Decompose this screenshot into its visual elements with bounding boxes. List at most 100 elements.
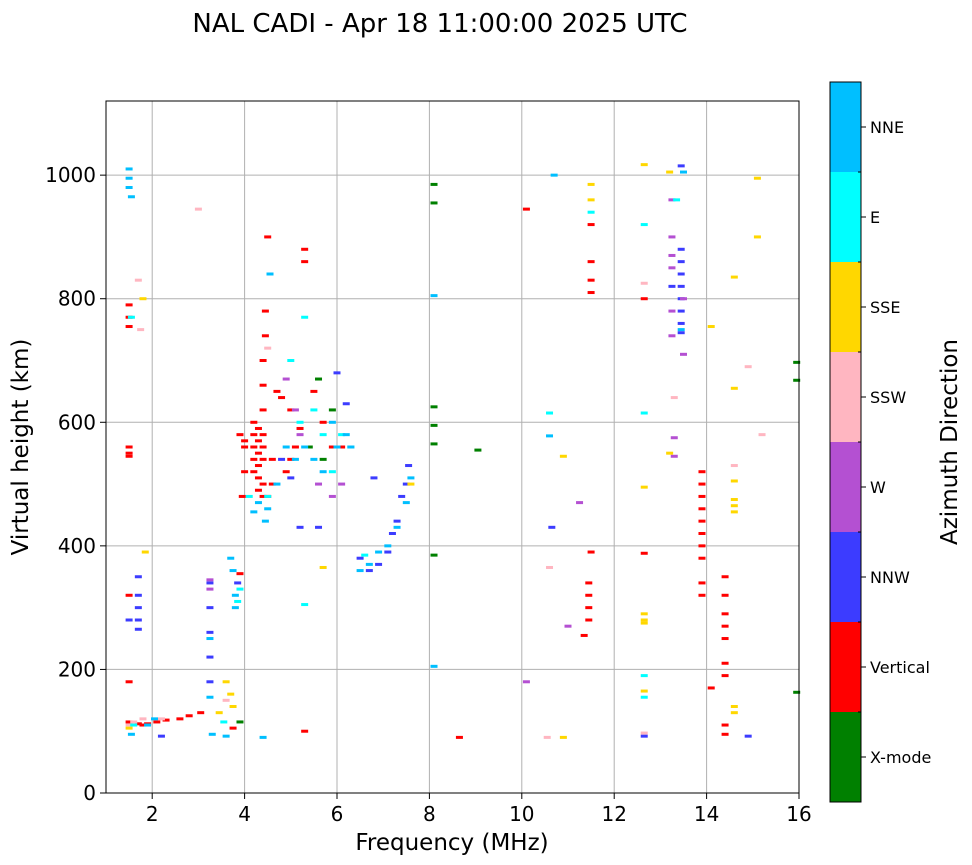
data-point [234,581,242,585]
data-point [229,569,237,573]
data-point [640,297,648,301]
data-point [236,587,244,591]
data-point [721,723,729,727]
data-point [282,377,290,381]
colorbar-swatch [830,622,861,712]
data-point [236,433,244,437]
data-point [587,210,595,214]
data-point [730,479,738,483]
grid-lines [106,101,800,794]
x-tick-label: 12 [601,802,626,826]
data-point [430,182,438,186]
data-point [338,445,346,449]
colorbar-label: X-mode [870,748,931,767]
data-point [668,284,676,288]
data-point [241,439,249,443]
data-point [721,661,729,665]
data-point [388,532,396,535]
x-tick-label: 6 [331,802,344,826]
data-point [730,464,738,468]
data-point [287,476,295,480]
data-point [206,680,214,684]
data-point [254,464,262,468]
data-point [707,325,715,329]
data-point [125,445,133,449]
data-point [587,198,595,202]
data-point [698,556,706,560]
data-point [585,606,593,610]
data-point [125,325,133,329]
data-point [319,433,327,437]
data-point [430,442,438,446]
data-point [640,223,648,227]
data-point [134,575,142,579]
data-point [127,195,135,199]
x-tick-label: 2 [146,802,159,826]
data-point [430,201,438,205]
data-point [259,735,267,739]
data-point [250,470,258,474]
data-point [640,621,648,625]
data-point [130,723,138,727]
y-axis-ticks: 0 200 400 600 800 1000 [45,163,106,805]
data-point [398,494,406,498]
colorbar: X-mode Vertical NNW W SSW SSE E NNE [829,81,931,803]
data-point [677,164,685,168]
data-point [333,445,341,449]
x-tick-label: 16 [786,802,811,826]
data-point [206,655,214,659]
data-point [640,551,648,555]
data-point [744,365,752,369]
data-point [241,470,249,474]
data-point [231,606,239,610]
data-point [430,423,438,427]
data-point [668,309,676,313]
data-point [587,182,595,186]
series-x-mode [236,182,801,724]
data-point [254,476,262,480]
data-point [677,260,685,264]
data-point [522,207,530,211]
plot-frame [105,100,800,794]
data-point [141,550,149,554]
data-point [319,420,327,424]
series-e [127,198,681,727]
data-point [721,612,729,616]
data-point [301,445,309,449]
data-point [587,223,595,227]
data-point [254,488,262,492]
data-point [666,170,674,174]
data-point [730,711,738,715]
data-point [698,494,706,498]
data-point [550,173,558,177]
data-point [259,359,267,362]
data-point [564,624,572,628]
data-point [291,445,299,449]
data-point [559,454,567,458]
data-points [125,163,801,739]
data-point [793,378,801,382]
data-point [144,723,152,727]
data-point [134,606,142,610]
data-point [640,731,648,735]
data-point [125,726,133,730]
data-point [640,163,648,167]
data-point [587,550,595,554]
data-point [587,260,595,264]
data-point [328,408,336,412]
data-point [680,170,687,174]
data-point [125,680,133,684]
data-point [134,627,142,631]
data-point [328,420,336,424]
data-point [730,275,738,279]
series-vertical [125,207,729,739]
data-point [301,260,309,264]
data-point [698,482,706,486]
data-point [580,633,588,637]
data-point [301,603,309,607]
data-point [125,451,133,455]
x-tick-label: 14 [694,802,719,826]
y-tick-label: 800 [58,287,96,311]
data-point [430,664,438,668]
data-point [721,624,729,628]
